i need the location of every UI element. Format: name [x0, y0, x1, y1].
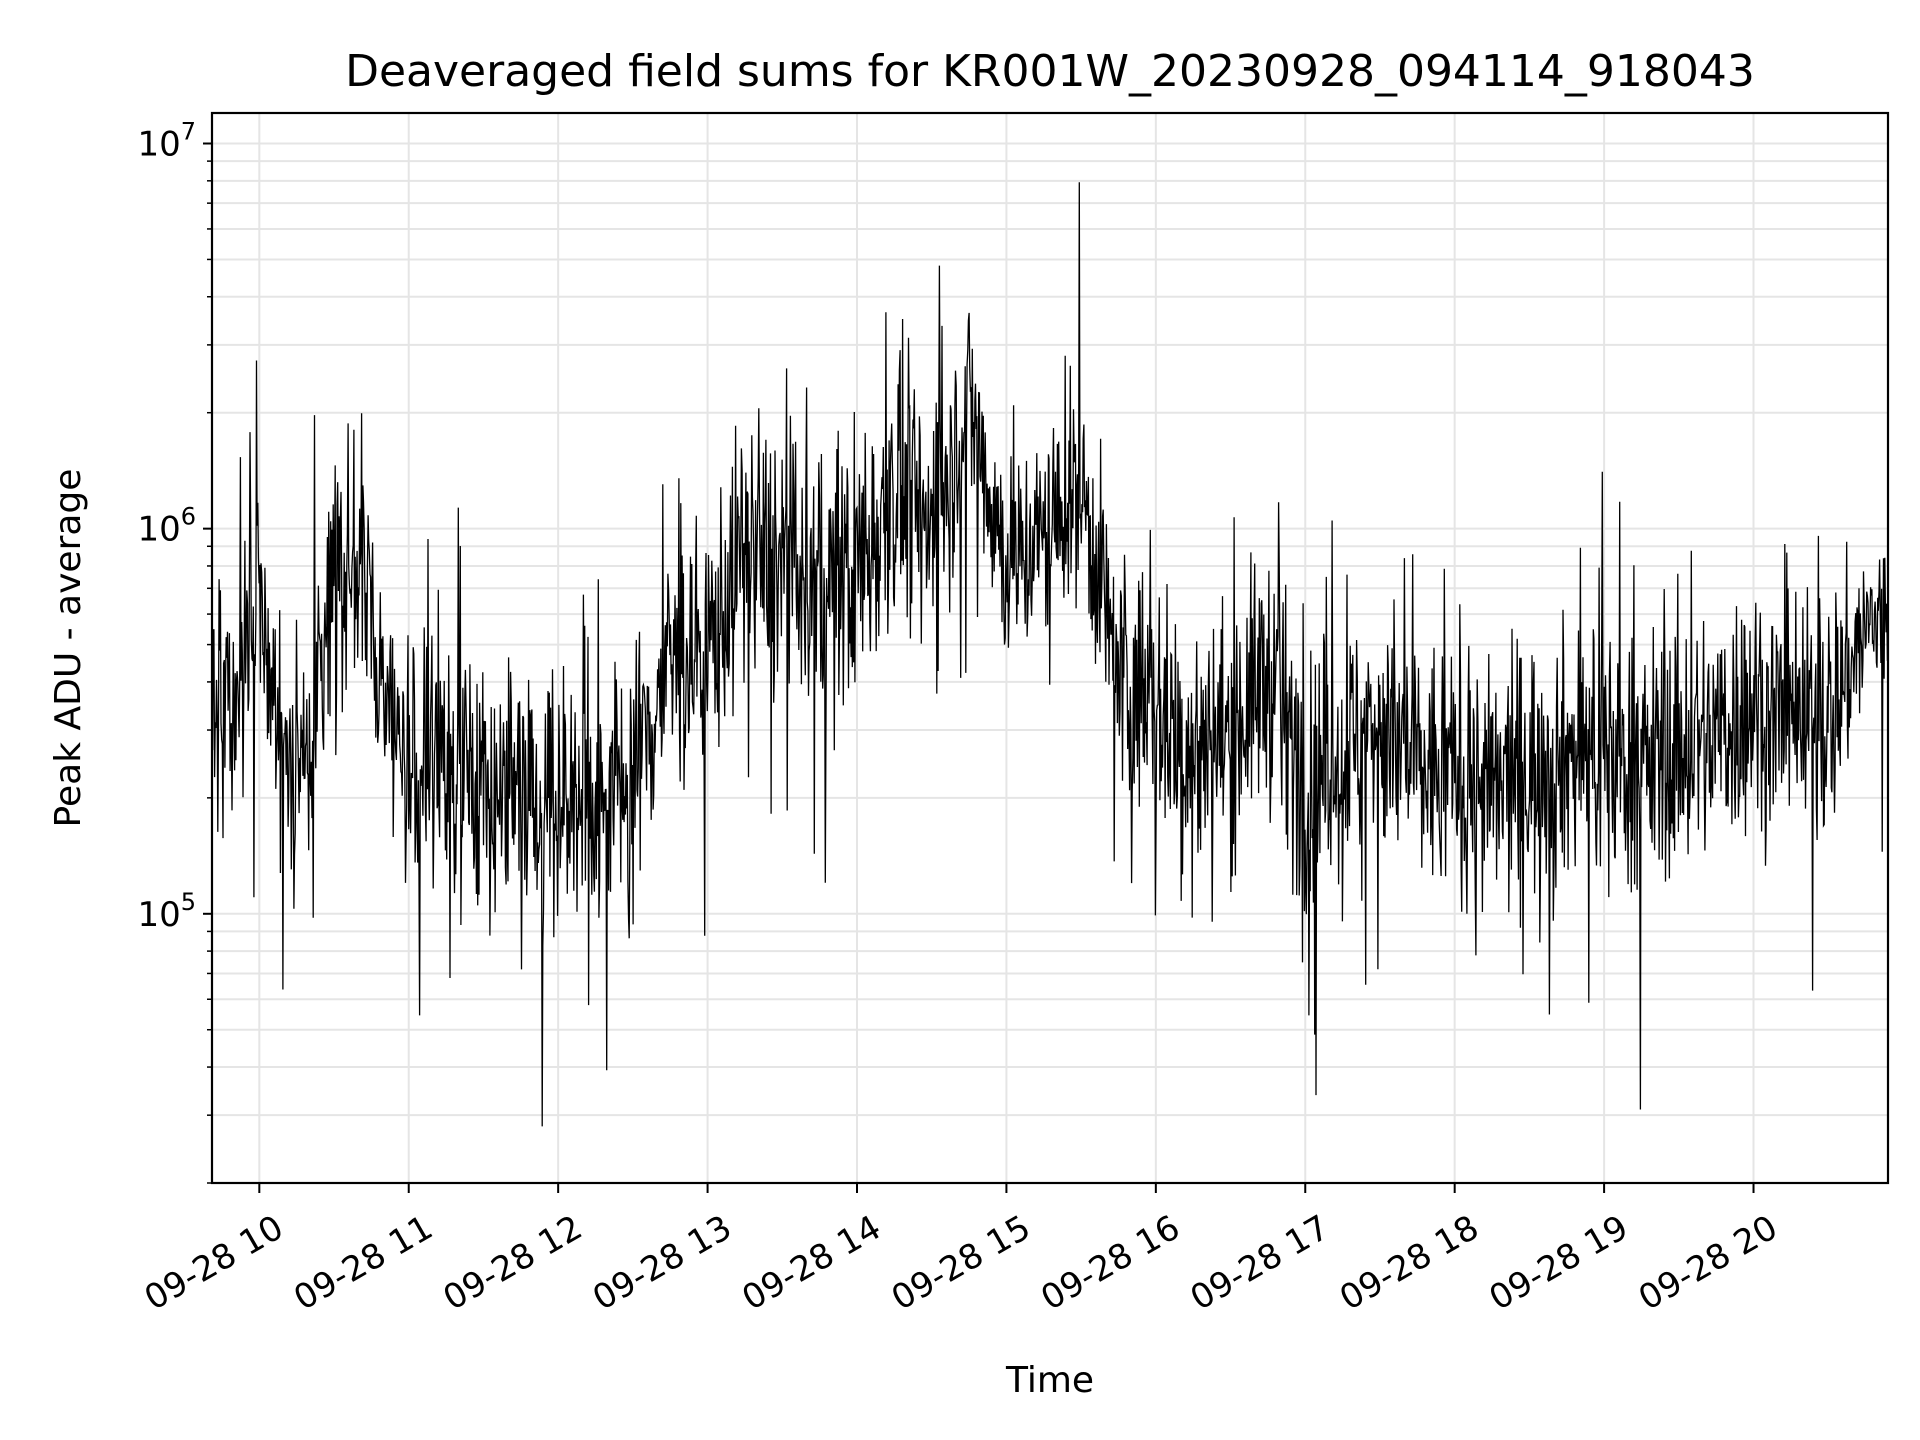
x-axis-label: Time [1005, 1360, 1094, 1401]
x-tick-label: 09-28 15 [885, 1208, 1037, 1319]
x-tick-label: 09-28 11 [287, 1208, 439, 1319]
x-tick-label: 09-28 10 [138, 1208, 290, 1319]
y-axis-label: Peak ADU - average [48, 469, 89, 828]
data-series-line [211, 182, 1889, 1127]
y-tick-label: 105 [137, 888, 196, 935]
y-tick-label: 106 [137, 503, 196, 550]
x-tick-label: 09-28 12 [437, 1208, 589, 1319]
x-tick-label: 09-28 13 [586, 1208, 738, 1319]
x-tick-label: 09-28 20 [1632, 1208, 1784, 1319]
plot-area [211, 182, 1889, 1127]
x-tick-label: 09-28 19 [1483, 1208, 1635, 1319]
x-tick-label: 09-28 14 [736, 1208, 888, 1319]
x-tick-label: 09-28 16 [1034, 1208, 1186, 1319]
x-tick-label: 09-28 18 [1333, 1208, 1485, 1319]
chart-title: Deaveraged field sums for KR001W_2023092… [345, 46, 1755, 97]
x-tick-label: 09-28 17 [1184, 1208, 1336, 1319]
y-tick-label: 107 [137, 117, 196, 164]
y-axis: 105 106 107 [137, 117, 212, 1184]
axes-frame [210, 111, 1890, 1185]
